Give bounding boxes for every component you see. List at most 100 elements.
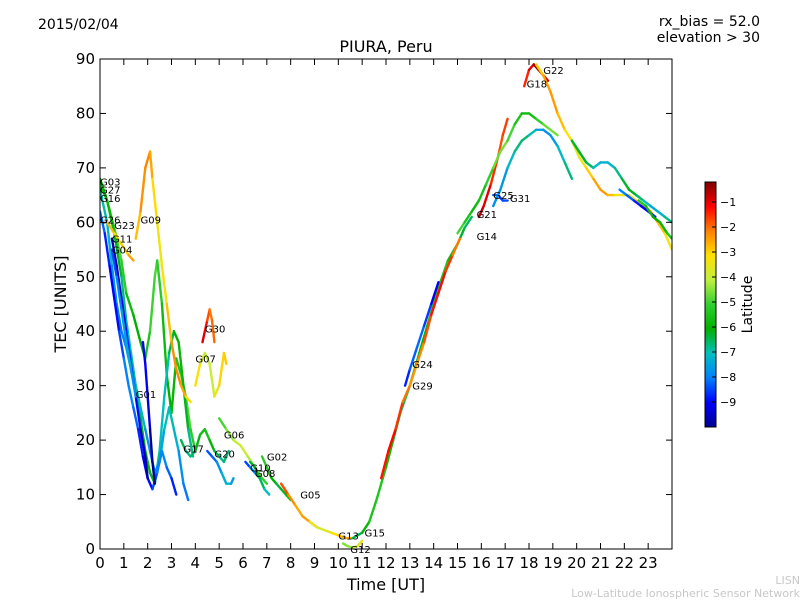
trace-segment bbox=[189, 428, 197, 453]
y-tick-label: 20 bbox=[76, 431, 95, 449]
trace-segment bbox=[556, 144, 566, 164]
trace-segment bbox=[155, 259, 164, 306]
rx-bias-label: rx_bias = 52.0 bbox=[658, 14, 760, 30]
satellite-trace bbox=[141, 340, 157, 485]
trace-segment bbox=[184, 395, 192, 404]
trace-segment bbox=[146, 477, 154, 491]
trace-segment bbox=[484, 166, 495, 186]
trace-segment bbox=[151, 177, 159, 224]
trace-segment bbox=[639, 204, 650, 213]
trace-segment bbox=[287, 493, 297, 507]
trace-segment bbox=[110, 237, 118, 268]
trace-segment bbox=[477, 183, 488, 202]
trace-segment bbox=[208, 308, 214, 322]
trace-segment bbox=[229, 477, 235, 485]
trace-segment bbox=[301, 515, 311, 523]
trace-segment bbox=[549, 90, 559, 115]
x-tick-label: 23 bbox=[639, 554, 658, 572]
trace-segment bbox=[415, 324, 426, 349]
trace-segment bbox=[148, 150, 154, 180]
trace-segment bbox=[563, 128, 574, 142]
trace-segment bbox=[208, 438, 216, 453]
y-tick-label: 90 bbox=[76, 50, 95, 68]
x-tick-label: 10 bbox=[329, 554, 348, 572]
trace-segment bbox=[401, 384, 412, 404]
trace-segment bbox=[201, 330, 207, 344]
trace-segment bbox=[120, 330, 128, 349]
satellite-trace bbox=[570, 139, 672, 224]
satellite-label: G20 bbox=[214, 450, 234, 461]
x-tick-label: 5 bbox=[214, 554, 224, 572]
trace-segment bbox=[253, 466, 261, 480]
x-tick-label: 20 bbox=[567, 554, 586, 572]
y-tick-label: 30 bbox=[76, 377, 95, 395]
trace-segment bbox=[470, 199, 481, 213]
trace-segment bbox=[663, 232, 672, 251]
trace-segment bbox=[165, 302, 173, 344]
y-tick-label: 60 bbox=[76, 213, 95, 231]
trace-segment bbox=[184, 395, 192, 431]
trace-segment bbox=[144, 362, 149, 398]
colorbar: −1 −2 −3 −4 −5 −6 −7 −8 −9 bbox=[704, 181, 736, 428]
trace-segment bbox=[658, 221, 669, 235]
satellite-label: G07 bbox=[195, 354, 215, 365]
colorbar-tick-label: −1 bbox=[720, 196, 736, 209]
trace-segment bbox=[599, 188, 609, 197]
colorbar-tick-label: −4 bbox=[720, 271, 736, 284]
trace-segment bbox=[177, 449, 185, 485]
x-tick-label: 7 bbox=[262, 554, 272, 572]
trace-segment bbox=[635, 193, 645, 202]
trace-segment bbox=[139, 166, 147, 213]
trace-segment bbox=[506, 123, 516, 142]
satellite-trace bbox=[380, 237, 462, 480]
trace-segment bbox=[115, 275, 123, 311]
trace-segment bbox=[492, 150, 502, 170]
trace-segment bbox=[158, 395, 166, 453]
series-layer bbox=[100, 63, 672, 549]
trace-segment bbox=[113, 232, 123, 246]
trace-segment bbox=[132, 406, 140, 431]
trace-segment bbox=[356, 539, 364, 548]
y-axis-label: TEC [UNITS] bbox=[51, 256, 70, 354]
trace-segment bbox=[375, 466, 388, 502]
y-tick-label: 70 bbox=[76, 159, 95, 177]
trace-segment bbox=[113, 232, 123, 278]
satellite-label: G26 bbox=[100, 216, 120, 227]
x-tick-label: 19 bbox=[543, 554, 562, 572]
trace-segment bbox=[520, 134, 531, 142]
trace-segment bbox=[144, 428, 152, 453]
satellite-label: G27 bbox=[100, 186, 120, 197]
trace-segment bbox=[120, 242, 130, 257]
satellite-label: G02 bbox=[267, 452, 287, 463]
trace-segment bbox=[206, 449, 214, 458]
trace-segment bbox=[105, 221, 114, 268]
satellite-label: G18 bbox=[527, 80, 547, 91]
trace-segment bbox=[203, 351, 211, 366]
trace-segment bbox=[155, 221, 164, 268]
trace-segment bbox=[239, 444, 249, 458]
trace-segment bbox=[179, 438, 188, 453]
y-tick-label: 80 bbox=[76, 104, 95, 122]
x-tick-label: 1 bbox=[119, 554, 129, 572]
trace-segment bbox=[666, 232, 672, 240]
trace-segment bbox=[172, 330, 180, 344]
trace-segment bbox=[213, 384, 221, 398]
colorbar-scale bbox=[704, 181, 717, 428]
colorbar-tick-label: −8 bbox=[720, 371, 736, 384]
trace-segment bbox=[210, 455, 218, 464]
trace-segment bbox=[549, 128, 559, 137]
satellite-label: G11 bbox=[112, 235, 132, 246]
trace-segment bbox=[627, 188, 638, 197]
plot-frame bbox=[99, 58, 673, 550]
satellite-trace bbox=[100, 210, 178, 496]
trace-segment bbox=[322, 528, 333, 534]
trace-segment bbox=[113, 297, 121, 333]
colorbar-tick-label: −7 bbox=[720, 346, 736, 359]
trace-segment bbox=[127, 253, 135, 262]
trace-segment bbox=[160, 264, 168, 306]
trace-segment bbox=[175, 357, 183, 376]
trace-segment bbox=[527, 128, 538, 137]
y-tick-label: 0 bbox=[85, 540, 95, 558]
